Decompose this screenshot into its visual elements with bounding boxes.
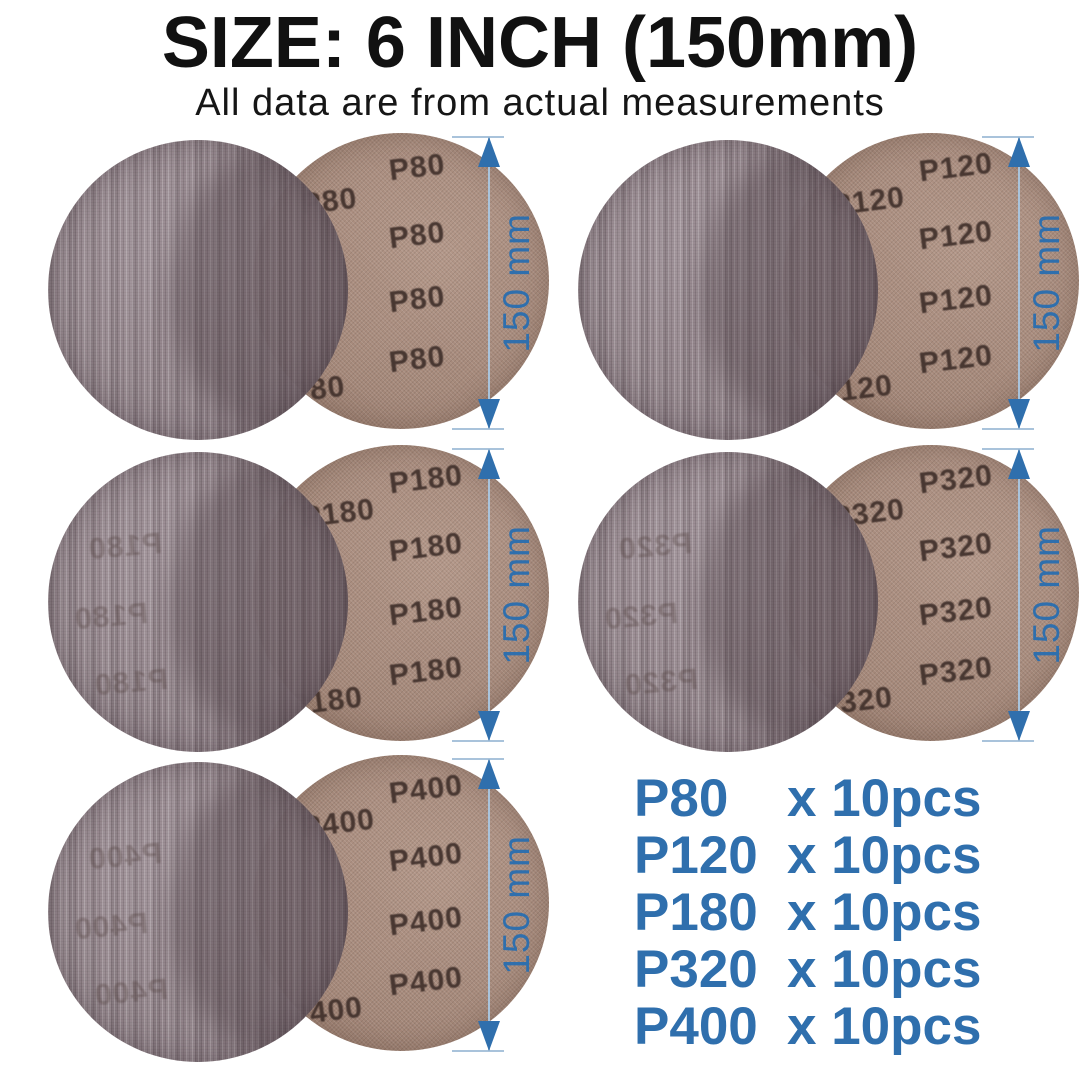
quantity-row: P400 x 10pcs [598, 997, 1060, 1056]
dimension-extension-line-top [452, 758, 504, 760]
quantity-row: P320 x 10pcs [598, 940, 1060, 999]
quantity-grit: P180 [634, 883, 758, 942]
dimension-extension-line-top [452, 448, 504, 450]
grit-print-label: P320 [917, 590, 995, 633]
dimension-extension-line-bottom [452, 428, 504, 430]
disc-front-mesh-side: P180 P180 P180 [48, 452, 348, 752]
grit-print-label: P180 [387, 458, 465, 501]
disc-front-mesh-side: P400 P400 P400 [48, 762, 348, 1062]
grit-print-label: P120 [917, 338, 995, 381]
pair-slot-p400: P400 P400 P400 P400 P400 P400 P400 P400 … [48, 754, 593, 1068]
disc-overlap-shadow [171, 458, 348, 744]
ghost-grit-label: P320 [622, 662, 700, 703]
page-title: SIZE: 6 INCH (150mm) [161, 3, 919, 83]
disc-pair-p320: P320 P320 P320 P320 P320 P320 P320 P320 … [578, 444, 1080, 758]
grit-print-label: P120 [917, 214, 995, 257]
ghost-grit-label: P400 [92, 972, 170, 1013]
grit-print-label: P180 [387, 650, 465, 693]
quantity-grit: P400 [634, 997, 758, 1056]
dimension-extension-line-bottom [452, 740, 504, 742]
dimension-extension-line-top [982, 136, 1034, 138]
dimension-extension-line-top [452, 136, 504, 138]
dimension-extension-line-top [982, 448, 1034, 450]
dimension-extension-line-bottom [982, 428, 1034, 430]
disc-overlap-shadow [171, 768, 348, 1054]
grit-print-label: P180 [387, 590, 465, 633]
quantity-list: P80 x 10pcs P120 x 10pcs P180 x 10pcs P3… [598, 769, 1060, 1056]
grit-print-label: P80 [387, 215, 448, 256]
pair-slot-p180: P180 P180 P180 P180 P180 P180 P180 P180 … [48, 444, 593, 758]
disc-pair-p180: P180 P180 P180 P180 P180 P180 P180 P180 … [48, 444, 593, 758]
disc-pair-p120: P120 P120 P120 P120 P120 P120 P120 P120 … [578, 132, 1080, 446]
disc-overlap-shadow [171, 146, 348, 432]
dimension-extension-line-bottom [982, 740, 1034, 742]
disc-overlap-shadow [701, 458, 878, 744]
quantity-row: P180 x 10pcs [598, 883, 1060, 942]
ghost-grit-label: P400 [72, 906, 150, 947]
pair-slot-p320: P320 P320 P320 P320 P320 P320 P320 P320 … [578, 444, 1080, 758]
pair-slot-p120: P120 P120 P120 P120 P120 P120 P120 P120 … [578, 132, 1080, 446]
grit-print-label: P120 [917, 278, 995, 321]
disc-pair-p80: P80 P80 P80 P80 P80 P80 P80 P80 P80 150 … [48, 132, 593, 446]
grit-print-label: P320 [917, 650, 995, 693]
grit-print-label: P400 [387, 768, 465, 811]
ghost-grit-label: P320 [616, 526, 694, 567]
grit-print-label: P180 [387, 526, 465, 569]
quantity-grit: P80 [634, 769, 729, 828]
header: SIZE: 6 INCH (150mm) All data are from a… [0, 0, 1080, 125]
grit-print-label: P80 [387, 147, 448, 188]
quantity-row: P80 x 10pcs [598, 769, 1060, 828]
quantity-count: x 10pcs [787, 769, 982, 828]
grit-print-label: P400 [387, 836, 465, 879]
quantity-grit: P320 [634, 940, 758, 999]
quantity-grit: P120 [634, 826, 758, 885]
ghost-grit-label: P320 [602, 596, 680, 637]
page-subtitle: All data are from actual measurements [195, 81, 885, 124]
disc-front-mesh-side: P80 P80 P80 [48, 140, 348, 440]
grit-print-label: P320 [917, 526, 995, 569]
pair-slot-p80: P80 P80 P80 P80 P80 P80 P80 P80 P80 150 … [48, 132, 593, 446]
quantity-count: x 10pcs [787, 997, 982, 1056]
ghost-grit-label: P180 [86, 526, 164, 567]
grit-print-label: P80 [387, 339, 448, 380]
quantity-row: P120 x 10pcs [598, 826, 1060, 885]
grit-print-label: P400 [387, 900, 465, 943]
disc-front-mesh-side: P120 P120 P120 [578, 140, 878, 440]
grit-print-label: P320 [917, 458, 995, 501]
ghost-grit-label: P400 [86, 836, 164, 877]
quantity-count: x 10pcs [787, 826, 982, 885]
dimension-extension-line-bottom [452, 1050, 504, 1052]
ghost-grit-label: P180 [72, 596, 150, 637]
grit-print-label: P80 [387, 279, 448, 320]
quantity-count: x 10pcs [787, 940, 982, 999]
quantity-count: x 10pcs [787, 883, 982, 942]
grit-print-label: P400 [387, 960, 465, 1003]
disc-front-mesh-side: P320 P320 P320 [578, 452, 878, 752]
disc-pair-p400: P400 P400 P400 P400 P400 P400 P400 P400 … [48, 754, 593, 1068]
disc-overlap-shadow [701, 146, 878, 432]
ghost-grit-label: P180 [92, 662, 170, 703]
grit-print-label: P120 [917, 146, 995, 189]
